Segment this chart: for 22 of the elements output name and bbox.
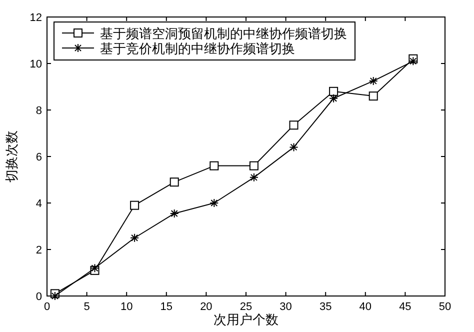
- y-tick-label: 2: [36, 244, 42, 256]
- legend-label: 基于竞价机制的中继协作频谱切换: [100, 41, 295, 56]
- x-tick-label: 45: [399, 301, 412, 313]
- x-axis-title: 次用户个数: [214, 312, 278, 327]
- y-tick-label: 12: [30, 12, 42, 24]
- x-tick-label: 5: [84, 301, 90, 313]
- x-tick-label: 15: [160, 301, 173, 313]
- y-tick-label: 4: [36, 198, 42, 210]
- x-tick-label: 0: [44, 301, 50, 313]
- x-tick-label: 25: [240, 301, 252, 313]
- x-tick-label: 50: [438, 301, 452, 313]
- x-tick-label: 20: [200, 301, 212, 313]
- x-tick-label: 10: [120, 301, 133, 313]
- y-tick-label: 10: [30, 58, 42, 70]
- x-tick-label: 35: [319, 301, 332, 313]
- x-tick-label: 30: [280, 301, 292, 313]
- legend-label: 基于频谱空洞预留机制的中继协作频谱切换: [100, 26, 347, 41]
- y-axis-title: 切换次数: [4, 130, 19, 182]
- x-tick-label: 40: [359, 301, 372, 313]
- y-tick-label: 0: [36, 291, 42, 303]
- y-tick-label: 6: [36, 152, 42, 164]
- y-tick-label: 8: [36, 105, 42, 117]
